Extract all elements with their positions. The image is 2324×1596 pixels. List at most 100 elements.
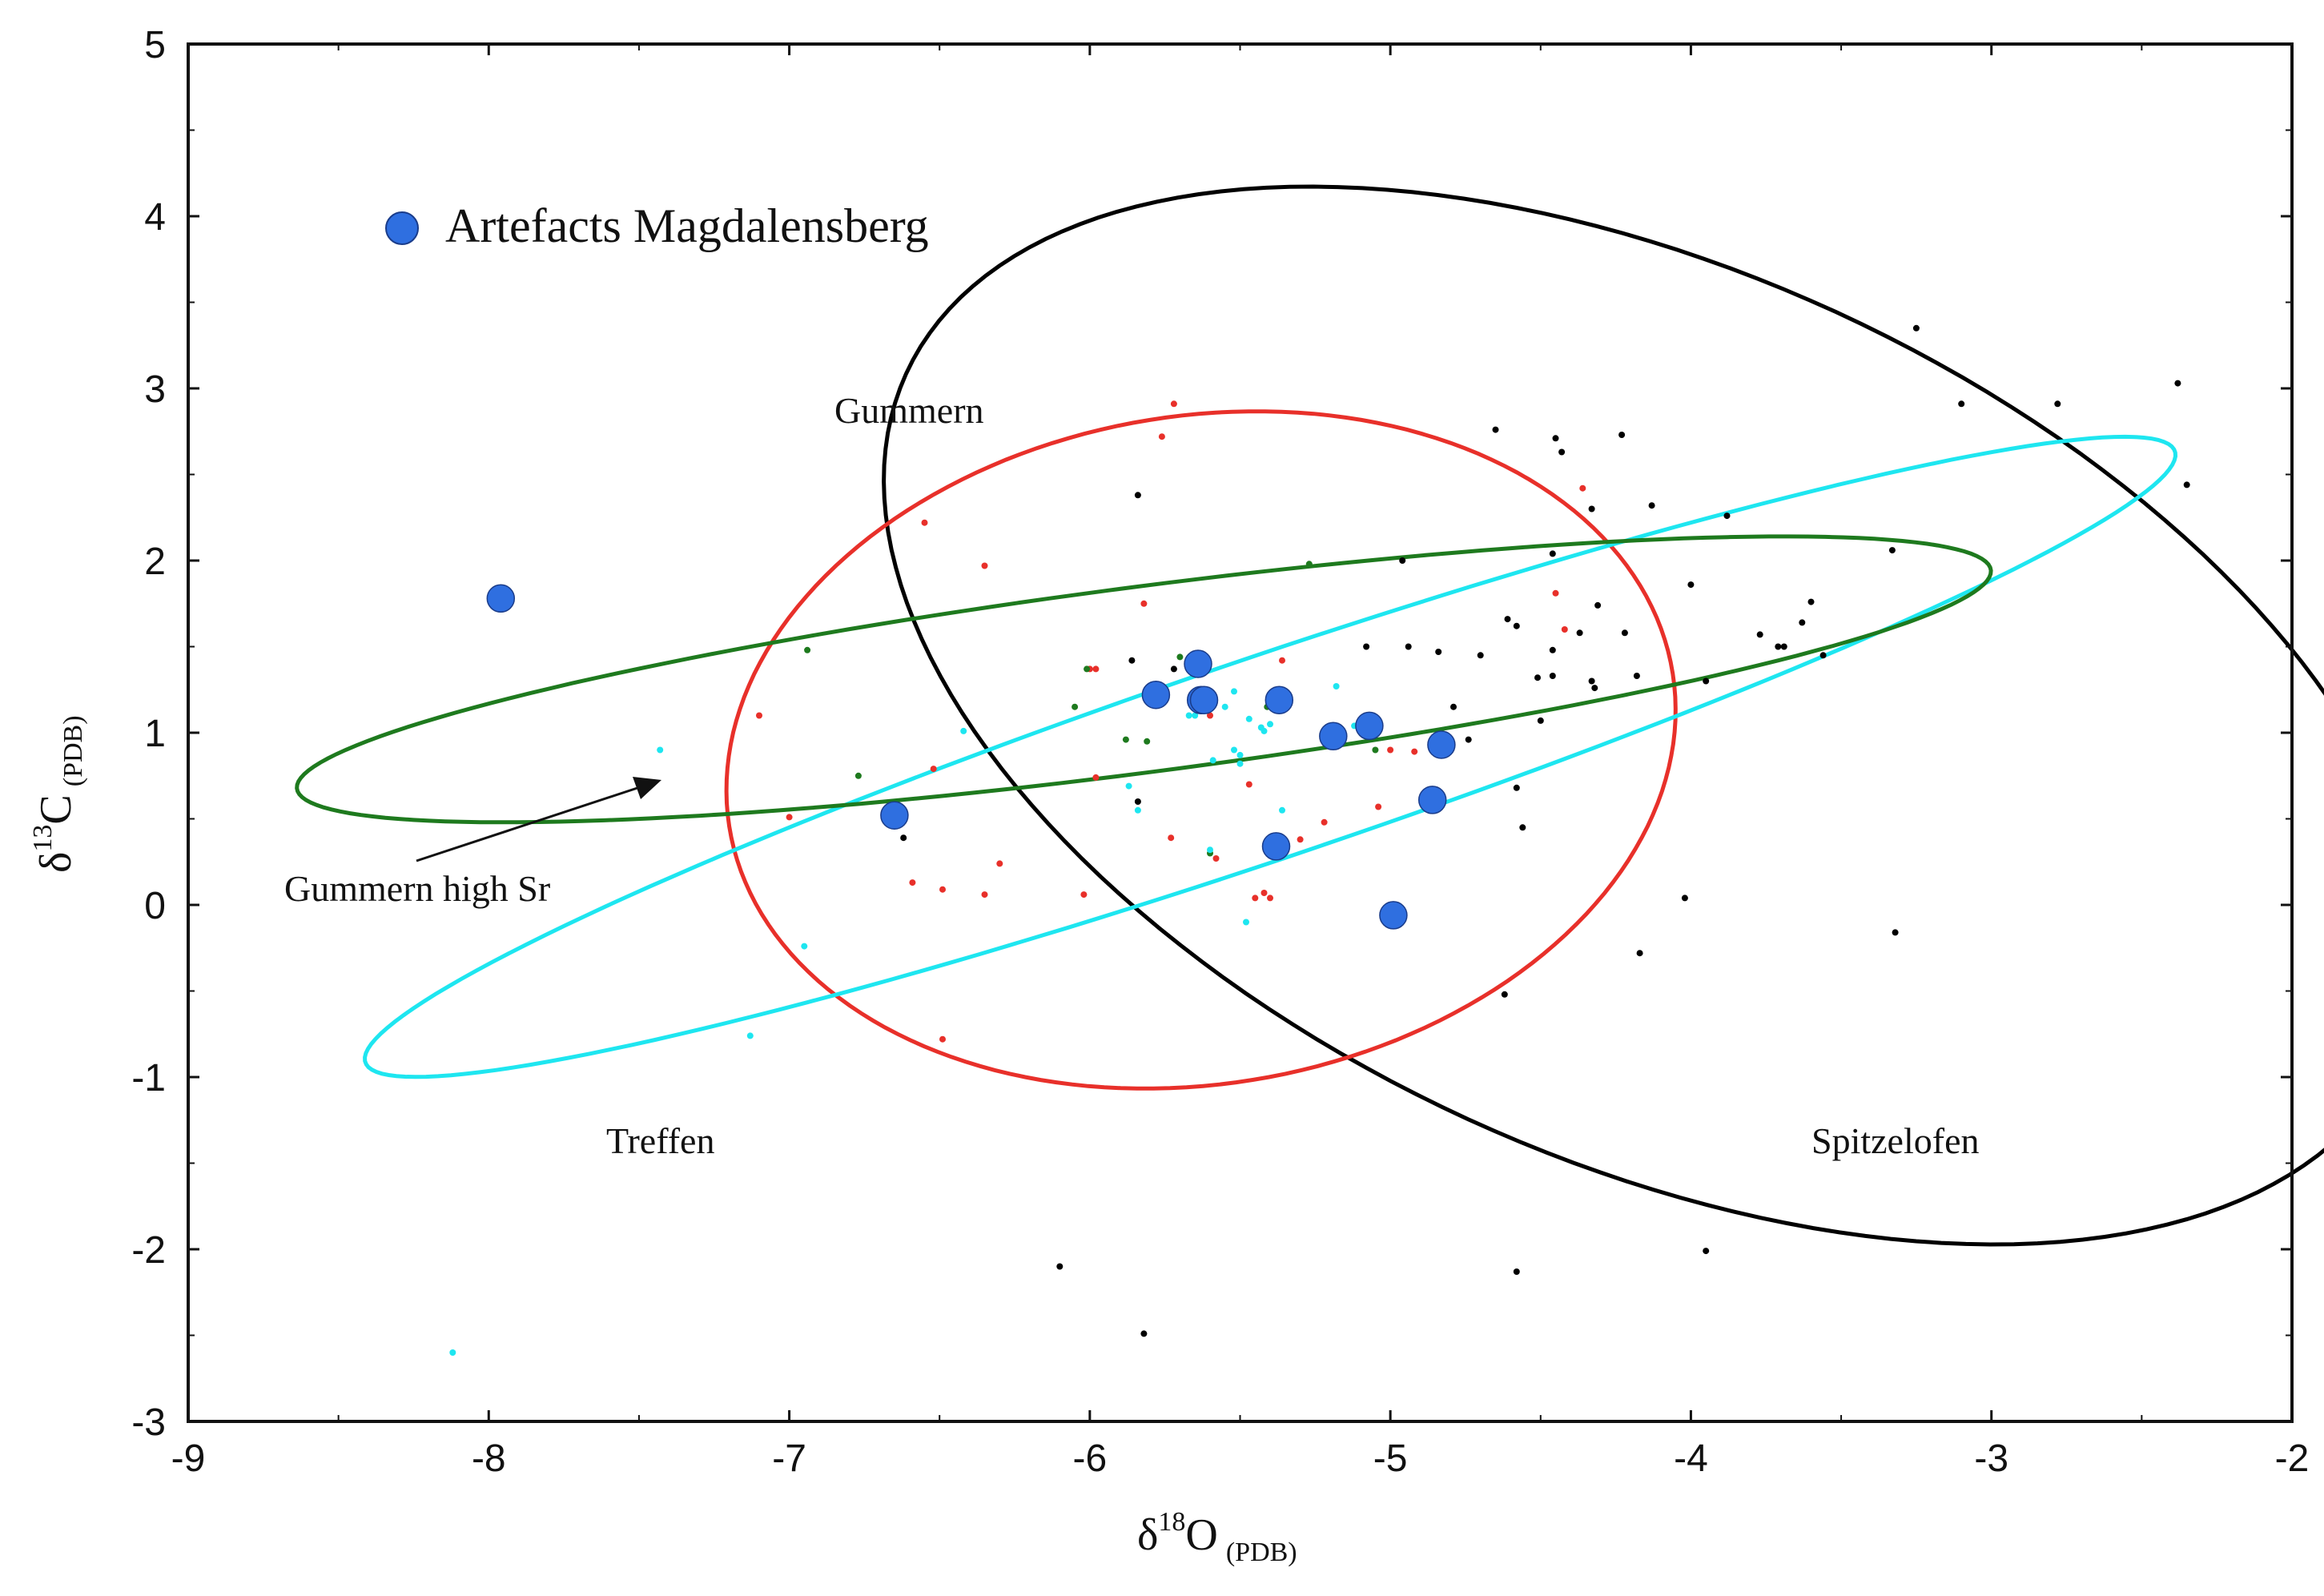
point-gummern — [1168, 834, 1175, 842]
point-artefacts-magdalensberg — [1189, 685, 1219, 714]
point-gummern-high-sr — [854, 772, 862, 779]
point-gummern-high-sr — [1072, 703, 1079, 710]
point-gummern — [1261, 890, 1268, 896]
point-spitzelofen — [1819, 652, 1827, 659]
point-gummern-high-sr — [1144, 738, 1151, 745]
x-axis-label-sup: 18 — [1158, 1507, 1185, 1537]
point-spitzelofen — [1591, 685, 1598, 692]
point-artefacts-magdalensberg — [1417, 786, 1447, 814]
point-gummern — [756, 712, 762, 719]
point-gummern — [1297, 836, 1304, 843]
x-tick-label: -6 — [1073, 1437, 1108, 1480]
point-treffen — [1261, 727, 1268, 734]
annotation-gummern: Gummern — [834, 390, 984, 431]
x-tick-label: -4 — [1674, 1437, 1708, 1480]
point-treffen — [1231, 746, 1237, 754]
point-spitzelofen — [1128, 657, 1136, 664]
point-spitzelofen — [1888, 547, 1896, 554]
y-tick-label: 4 — [144, 196, 166, 239]
point-treffen — [449, 1349, 456, 1356]
point-spitzelofen — [1537, 717, 1544, 724]
point-gummern — [1092, 665, 1100, 673]
point-gummern — [786, 814, 793, 821]
point-spitzelofen — [1892, 929, 1899, 936]
point-gummern — [939, 886, 946, 893]
point-treffen — [1267, 721, 1273, 728]
point-spitzelofen — [1549, 550, 1556, 557]
point-spitzelofen — [1450, 703, 1457, 710]
point-gummern-high-sr — [1176, 653, 1184, 661]
point-treffen — [1192, 712, 1199, 719]
point-treffen — [1125, 782, 1132, 790]
point-artefacts-magdalensberg — [1184, 649, 1212, 678]
point-treffen — [1185, 712, 1192, 719]
point-treffen — [1279, 806, 1285, 814]
point-spitzelofen — [2174, 380, 2181, 387]
point-spitzelofen — [1594, 601, 1602, 609]
x-axis-label-sym: O — [1185, 1510, 1217, 1560]
point-spitzelofen — [1756, 631, 1763, 638]
point-spitzelofen — [1504, 616, 1511, 623]
x-axis-label: δ18O (PDB) — [1137, 1507, 1297, 1567]
point-gummern — [1561, 626, 1568, 633]
point-spitzelofen — [1492, 426, 1499, 433]
x-tick-label: -5 — [1373, 1437, 1408, 1480]
point-treffen — [1134, 806, 1141, 814]
point-spitzelofen — [1912, 324, 1920, 332]
point-gummern — [1579, 484, 1586, 492]
point-spitzelofen — [1501, 991, 1508, 998]
point-spitzelofen — [1807, 598, 1815, 605]
point-gummern — [1267, 894, 1273, 902]
point-artefacts-magdalensberg — [1261, 832, 1291, 861]
point-gummern — [981, 891, 988, 899]
point-gummern — [1245, 781, 1252, 788]
ellipse-layer — [295, 184, 2324, 1247]
point-spitzelofen — [1648, 502, 1655, 509]
point-spitzelofen — [1134, 798, 1141, 805]
point-artefacts-magdalensberg — [880, 801, 909, 830]
point-spitzelofen — [2054, 400, 2061, 408]
y-axis-label-sub: (PDB) — [58, 715, 88, 786]
point-treffen — [1236, 751, 1244, 758]
x-tick-label: -7 — [772, 1437, 806, 1480]
point-spitzelofen — [1576, 629, 1583, 637]
point-gummern — [1140, 600, 1148, 607]
point-spitzelofen — [1636, 950, 1643, 957]
y-tick-label: 0 — [144, 885, 166, 927]
point-artefacts-magdalensberg — [1319, 722, 1348, 751]
point-spitzelofen — [1465, 736, 1472, 743]
point-gummern — [1212, 855, 1220, 862]
x-tick-label: -3 — [1974, 1437, 2008, 1480]
point-spitzelofen — [1534, 674, 1541, 681]
point-spitzelofen — [1363, 643, 1370, 650]
ellipse-gummern — [724, 409, 1678, 1091]
point-artefacts-magdalensberg — [1355, 711, 1384, 741]
point-gummern-high-sr — [1305, 561, 1313, 568]
point-spitzelofen — [1703, 677, 1710, 685]
point-treffen — [1236, 760, 1244, 767]
point-gummern — [1387, 746, 1394, 754]
x-axis-label-delta: δ — [1137, 1510, 1158, 1560]
annotation-arrow-head — [633, 777, 661, 799]
point-spitzelofen — [2183, 481, 2190, 488]
y-tick-label: 2 — [144, 541, 166, 583]
point-spitzelofen — [1958, 400, 1965, 408]
point-spitzelofen — [1056, 1263, 1063, 1270]
point-gummern — [1158, 433, 1165, 440]
point-gummern-high-sr — [1372, 746, 1379, 754]
y-axis-label: δ13C (PDB) — [28, 715, 88, 873]
point-gummern-high-sr — [1122, 736, 1129, 743]
point-spitzelofen — [1621, 629, 1628, 637]
point-spitzelofen — [1552, 435, 1559, 442]
point-treffen — [801, 943, 808, 950]
point-spitzelofen — [1799, 619, 1806, 626]
point-spitzelofen — [1723, 513, 1731, 520]
x-tick-label: -8 — [472, 1437, 506, 1480]
y-axis-label-delta: δ — [31, 852, 81, 873]
point-gummern — [1411, 748, 1418, 755]
point-spitzelofen — [1588, 505, 1595, 513]
point-treffen — [1221, 703, 1228, 710]
label-layer: Artefacts Magdalensberg Gummern Treffen … — [28, 199, 1980, 1567]
point-gummern — [1252, 894, 1259, 902]
